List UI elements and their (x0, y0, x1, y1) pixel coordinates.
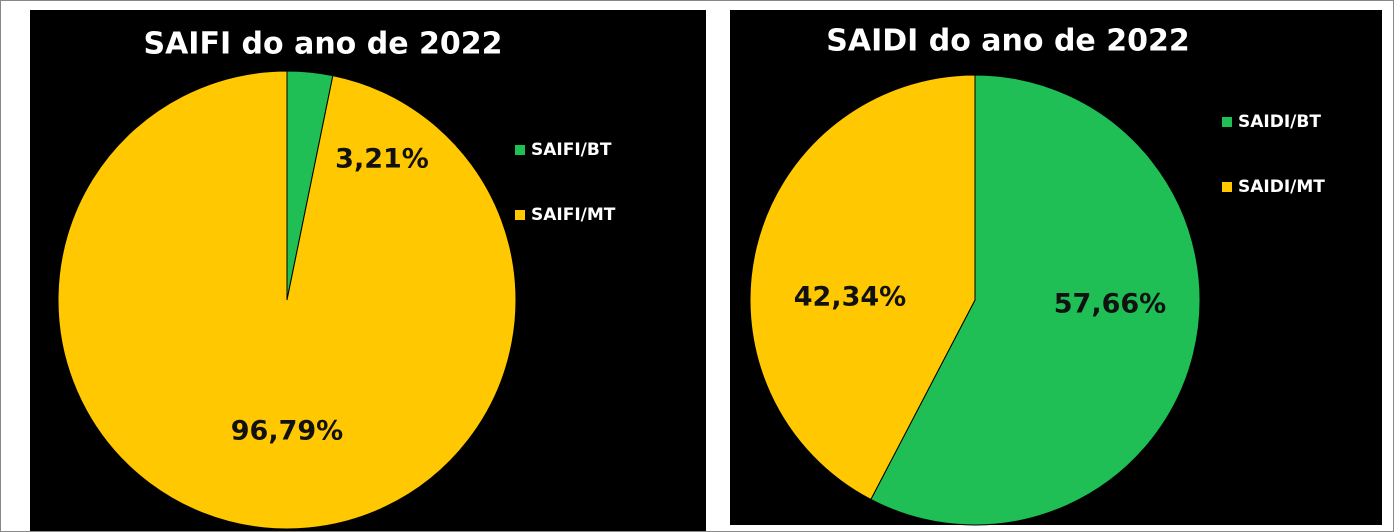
legend-label: SAIFI/MT (531, 205, 616, 225)
chart-title: SAIDI do ano de 2022 (826, 24, 1189, 59)
legend-swatch (515, 145, 525, 155)
legend-swatch (1222, 117, 1232, 127)
data-label: 57,66% (1054, 289, 1166, 320)
pie-slice (870, 74, 1201, 526)
legend-swatch (515, 210, 525, 220)
data-label: 42,34% (794, 282, 906, 313)
legend-swatch (1222, 182, 1232, 192)
legend-label: SAIFI/BT (531, 140, 612, 160)
legend-label: SAIDI/BT (1238, 112, 1321, 132)
data-label: 96,79% (231, 416, 343, 447)
chart-title: SAIFI do ano de 2022 (143, 27, 502, 62)
legend-label: SAIDI/MT (1238, 177, 1325, 197)
pie-slice (749, 74, 976, 501)
pie-slice (57, 70, 517, 530)
data-label: 3,21% (335, 144, 429, 175)
